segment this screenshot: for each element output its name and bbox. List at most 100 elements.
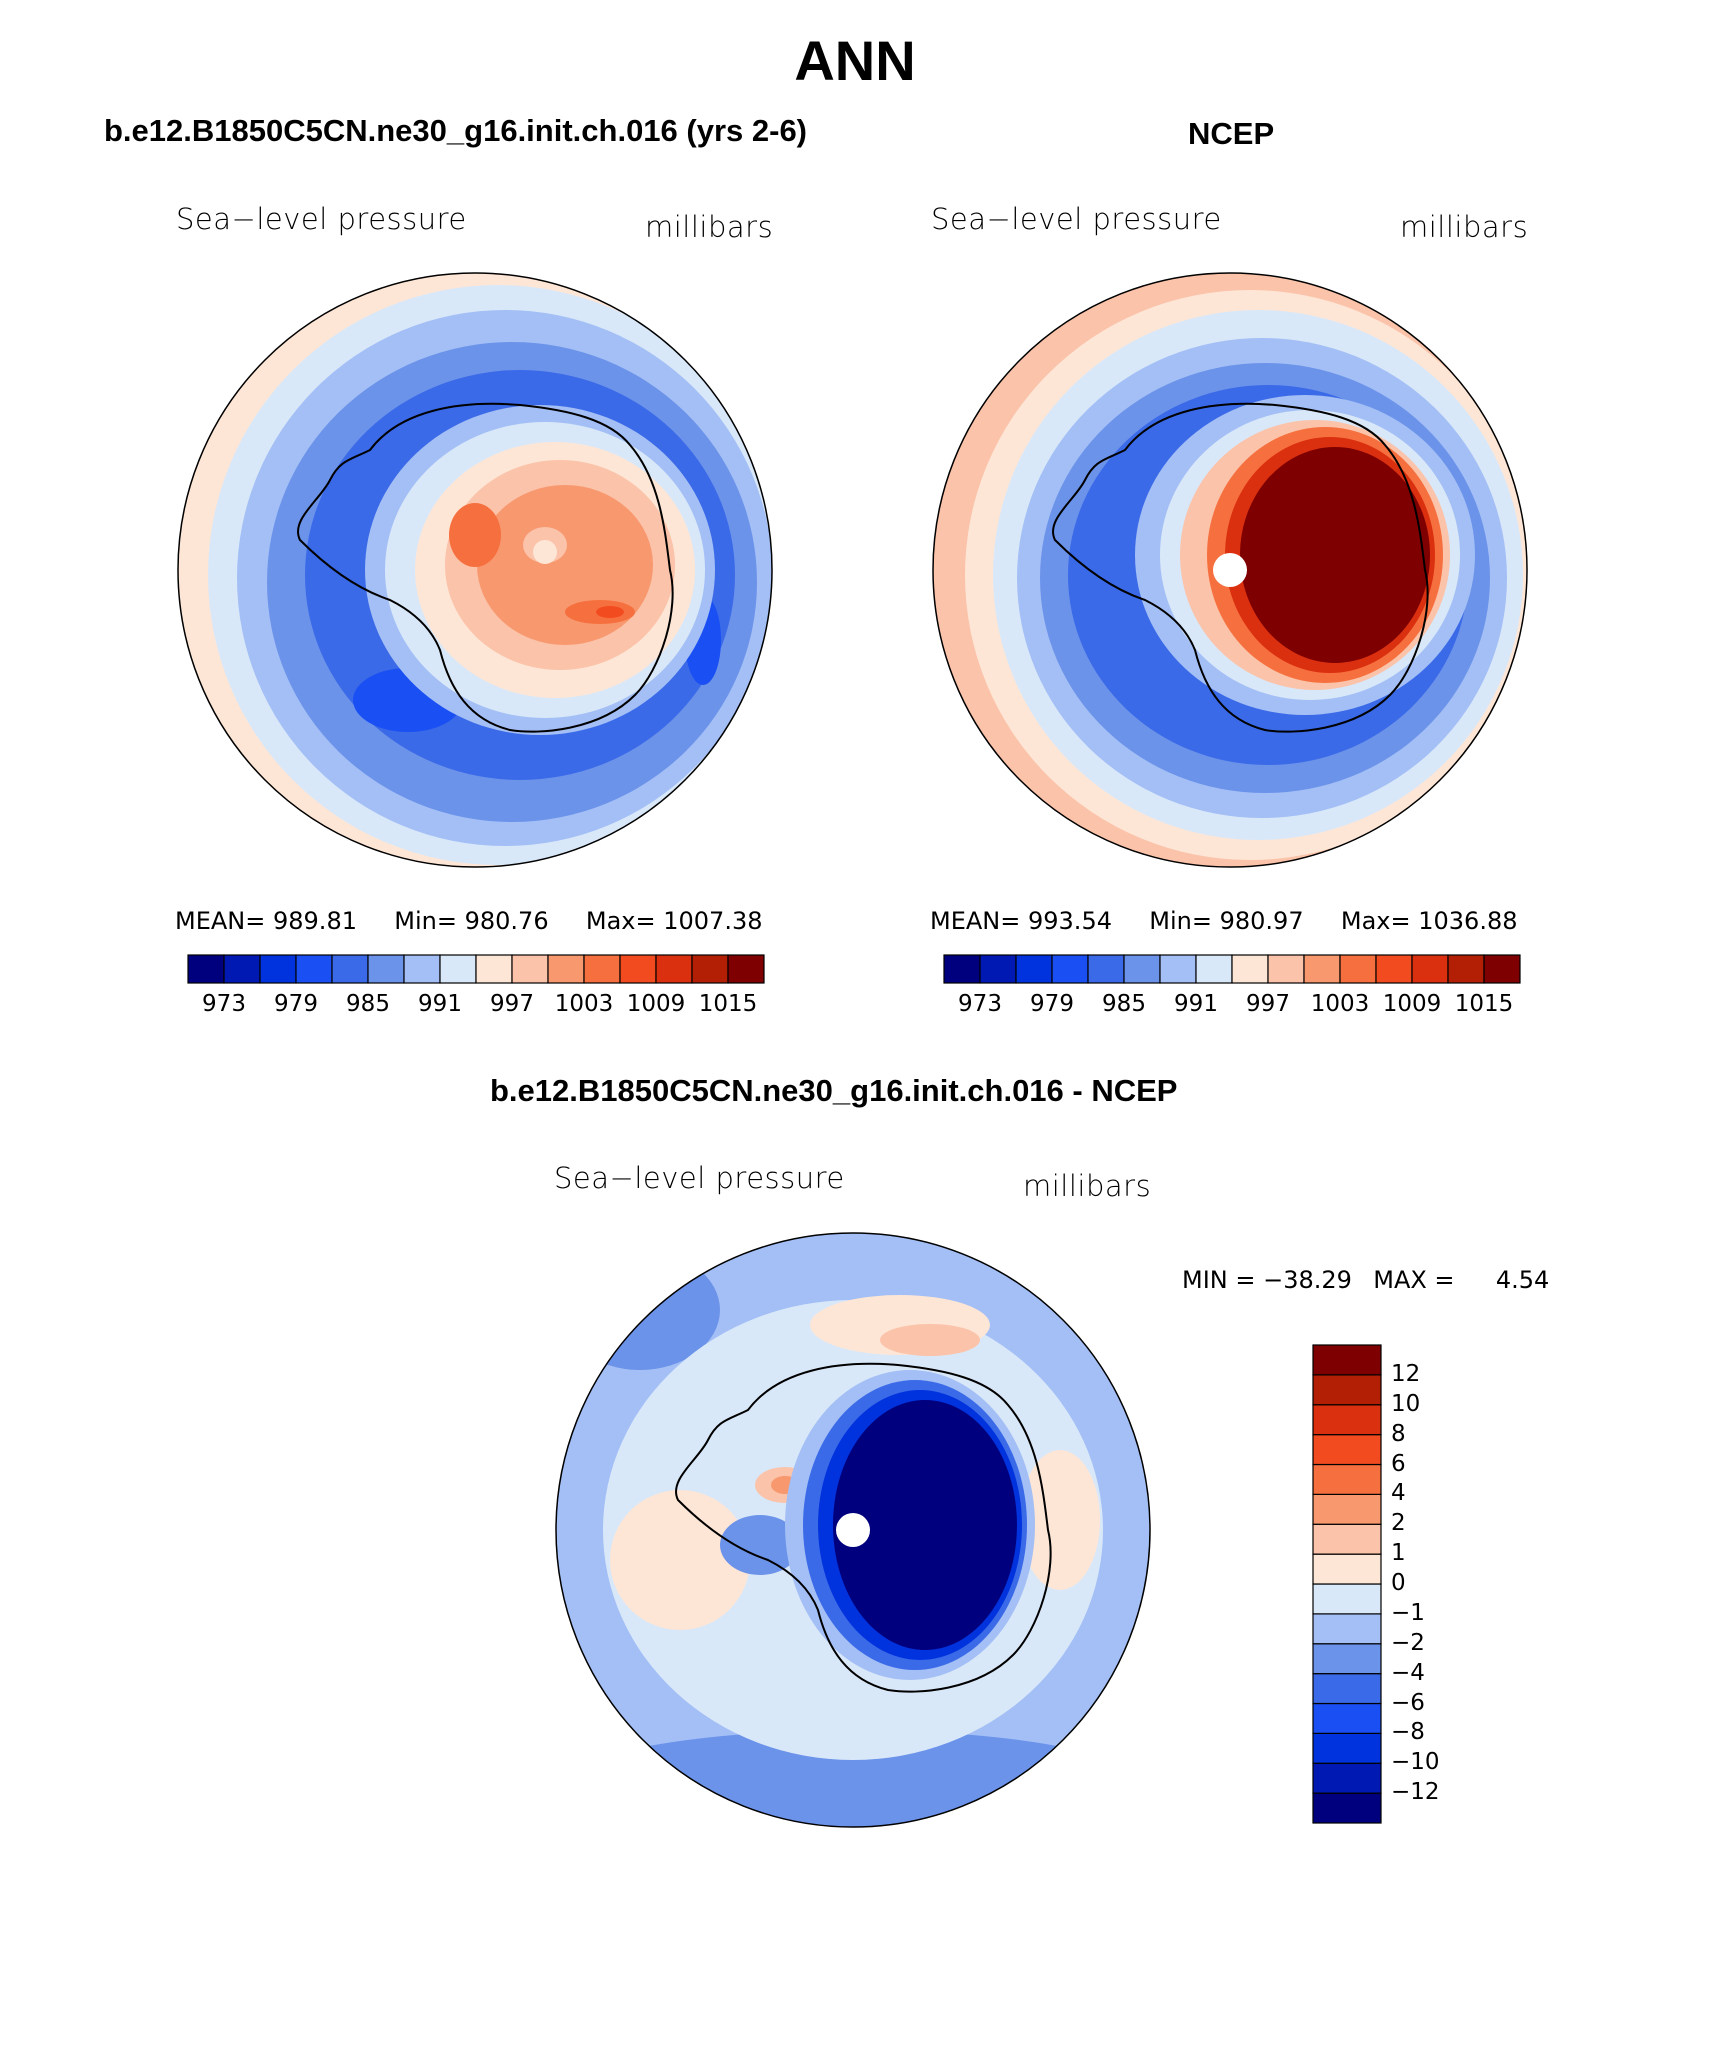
colorbar-swatch [1312, 1792, 1382, 1824]
colorbar-swatch [1312, 1463, 1382, 1495]
diff-units-label: millibars [1023, 1169, 1152, 1203]
diff-case-title: b.e12.B1850C5CN.ne30_g16.init.ch.016 - N… [490, 1073, 1178, 1108]
colorbar-tick-label: 985 [1102, 991, 1146, 1017]
colorbar-tick-label: 973 [958, 991, 1002, 1017]
diff-min-value: −38.29 [1263, 1266, 1352, 1294]
colorbar-swatch [475, 954, 513, 984]
obs-case-title: NCEP [1188, 116, 1275, 151]
diff-polar-map [555, 1232, 1151, 1828]
colorbar-tick-label: 1015 [1454, 991, 1514, 1017]
colorbar-tick-label: 4 [1391, 1480, 1406, 1507]
colorbar-swatch [1051, 954, 1089, 984]
colorbar-tick-label: 0 [1391, 1570, 1406, 1596]
colorbar-swatch [1087, 954, 1125, 984]
colorbar-tick-label: −12 [1391, 1779, 1440, 1806]
colorbar-swatch [1312, 1553, 1382, 1585]
colorbar-tick-label: 1009 [626, 991, 686, 1017]
colorbar-swatch [331, 954, 369, 984]
colorbar-swatch [943, 954, 981, 984]
colorbar-tick-label: 10 [1391, 1390, 1421, 1417]
colorbar-swatch [403, 954, 441, 984]
obs-units-label: millibars [1400, 210, 1529, 244]
max-label: Max= [585, 907, 656, 935]
colorbar-swatch [655, 954, 693, 984]
colorbar-swatch [1375, 954, 1413, 984]
max-caps-label: MAX = [1373, 1266, 1455, 1294]
colorbar-tick-label: 979 [1030, 991, 1074, 1017]
colorbar-swatch [583, 954, 621, 984]
colorbar-swatch [1303, 954, 1341, 984]
colorbar-swatch [1312, 1434, 1382, 1466]
diff-colorbar [1312, 1344, 1382, 1824]
colorbar-swatch [547, 954, 585, 984]
obs-colorbar [943, 954, 1521, 984]
colorbar-swatch [1312, 1762, 1382, 1794]
obs-stats: MEAN= 993.54 Min= 980.97 Max= 1036.88 [930, 907, 1518, 935]
colorbar-tick-label: −1 [1391, 1599, 1425, 1626]
colorbar-swatch [1195, 954, 1233, 984]
colorbar-tick-label: 997 [1246, 991, 1290, 1017]
colorbar-tick-label: 1003 [1310, 991, 1370, 1017]
colorbar-swatch [1447, 954, 1485, 984]
colorbar-swatch [295, 954, 333, 984]
colorbar-tick-label: 997 [490, 991, 534, 1017]
colorbar-swatch [1312, 1523, 1382, 1555]
colorbar-tick-label: 991 [418, 991, 462, 1017]
model-polar-map [177, 272, 773, 868]
colorbar-tick-label: −2 [1391, 1629, 1425, 1656]
colorbar-tick-label: −4 [1391, 1659, 1425, 1686]
colorbar-tick-label: −10 [1391, 1749, 1440, 1776]
colorbar-swatch [1267, 954, 1305, 984]
colorbar-swatch [1312, 1673, 1382, 1705]
colorbar-swatch [1123, 954, 1161, 984]
mean-label: MEAN= [175, 907, 266, 935]
model-variable-label: Sea−level pressure [176, 202, 467, 236]
colorbar-tick-label: 8 [1391, 1420, 1406, 1447]
colorbar-swatch [1312, 1583, 1382, 1615]
diff-max-value: 4.54 [1495, 1266, 1550, 1294]
colorbar-swatch [691, 954, 729, 984]
colorbar-swatch [259, 954, 297, 984]
colorbar-swatch [979, 954, 1017, 984]
colorbar-swatch [1312, 1643, 1382, 1675]
colorbar-tick-label: 973 [202, 991, 246, 1017]
max-label: Max= [1340, 907, 1411, 935]
colorbar-tick-label: −6 [1391, 1689, 1425, 1716]
obs-mean-value: 993.54 [1028, 907, 1112, 935]
colorbar-swatch [727, 954, 765, 984]
colorbar-swatch [1339, 954, 1377, 984]
colorbar-swatch [187, 954, 225, 984]
colorbar-tick-label: 991 [1174, 991, 1218, 1017]
colorbar-swatch [1483, 954, 1521, 984]
obs-min-value: 980.97 [1219, 907, 1304, 935]
diff-stats: MIN = −38.29 MAX = 4.54 [1182, 1266, 1549, 1294]
model-stats: MEAN= 989.81 Min= 980.76 Max= 1007.38 [175, 907, 763, 935]
colorbar-swatch [511, 954, 549, 984]
colorbar-swatch [1015, 954, 1053, 984]
colorbar-swatch [1312, 1493, 1382, 1525]
colorbar-tick-label: 979 [274, 991, 318, 1017]
colorbar-swatch [367, 954, 405, 984]
colorbar-swatch [439, 954, 477, 984]
obs-polar-map [932, 272, 1528, 868]
model-max-value: 1007.38 [663, 907, 763, 935]
colorbar-tick-label: 12 [1391, 1360, 1421, 1387]
colorbar-swatch [1411, 954, 1449, 984]
colorbar-swatch [1312, 1344, 1382, 1376]
diff-variable-label: Sea−level pressure [554, 1161, 845, 1195]
model-colorbar [187, 954, 765, 984]
colorbar-tick-label: 1015 [698, 991, 758, 1017]
colorbar-swatch [1312, 1374, 1382, 1406]
colorbar-swatch [223, 954, 261, 984]
colorbar-swatch [1312, 1732, 1382, 1764]
colorbar-tick-label: 1003 [554, 991, 614, 1017]
colorbar-swatch [1159, 954, 1197, 984]
colorbar-swatch [1312, 1613, 1382, 1645]
min-caps-label: MIN = [1182, 1266, 1256, 1294]
colorbar-tick-label: 985 [346, 991, 390, 1017]
min-label: Min= [1149, 907, 1212, 935]
model-units-label: millibars [645, 210, 774, 244]
colorbar-tick-label: 2 [1391, 1510, 1406, 1537]
min-label: Min= [394, 907, 457, 935]
